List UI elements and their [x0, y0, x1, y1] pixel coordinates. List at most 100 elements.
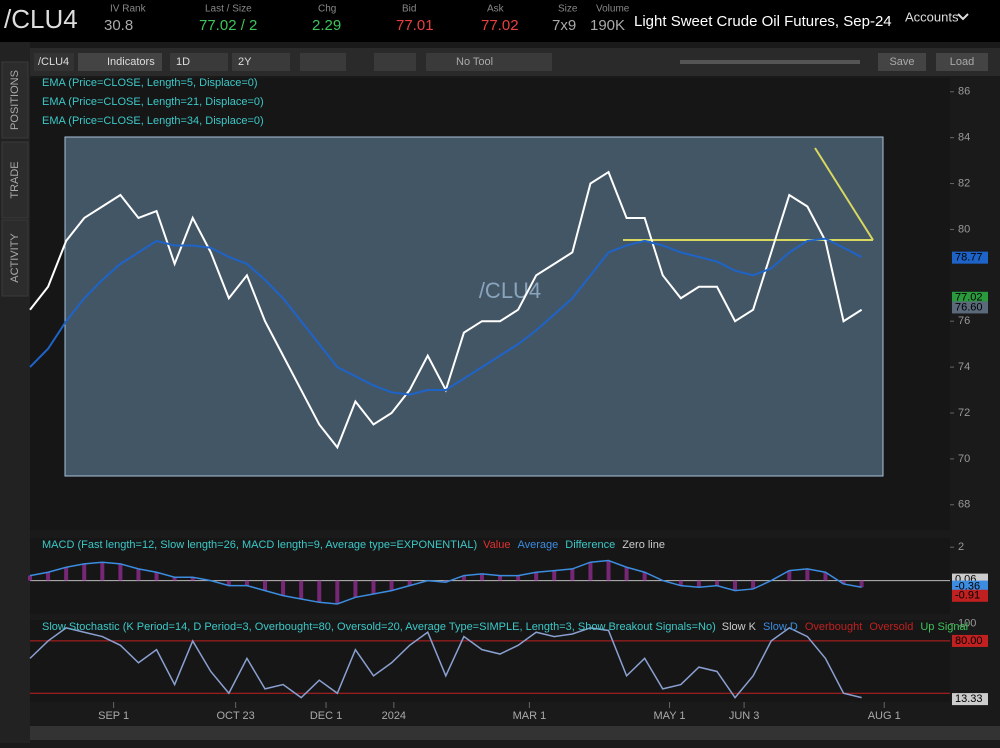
x-tick-label: DEC 1 [310, 710, 342, 722]
field-label: Volume [596, 4, 630, 15]
field-value: 77.02 / 2 [199, 17, 257, 34]
description: Light Sweet Crude Oil Futures, Sep-24 [634, 13, 892, 30]
histogram-bar [461, 575, 466, 581]
field-value: 2.29 [312, 17, 341, 34]
period-select[interactable] [232, 53, 290, 71]
zoom-slider[interactable] [680, 60, 860, 64]
histogram-bar [281, 580, 286, 596]
field-value: 77.02 [481, 17, 519, 34]
y-tick-label: 2 [958, 541, 964, 553]
symbol-box[interactable] [34, 53, 74, 71]
field-value: 190K [590, 17, 625, 34]
price-tag-label: -0.91 [955, 590, 980, 602]
histogram-bar [751, 580, 756, 589]
legend-label: Slow K [722, 621, 757, 633]
histogram-bar [46, 572, 51, 581]
y-tick-label: 68 [958, 499, 970, 511]
aggregation: 1D [176, 56, 190, 68]
histogram-bar [407, 580, 412, 586]
x-tick-label: AUG 1 [868, 710, 901, 722]
study-label: EMA (Price=CLOSE, Length=21, Displace=0) [42, 96, 264, 108]
histogram-bar [118, 563, 123, 581]
study-label: MACD (Fast length=12, Slow length=26, MA… [42, 539, 477, 551]
histogram-bar [244, 580, 249, 586]
histogram-bar [498, 575, 503, 581]
histogram-bar [172, 577, 177, 581]
histogram-bar [136, 568, 141, 581]
legend-label: Overbought [805, 621, 862, 633]
price-tag-label: 13.33 [955, 693, 983, 705]
histogram-bar [299, 580, 304, 599]
price-tag [952, 251, 988, 264]
histogram-bar [353, 580, 358, 598]
histogram-bar [696, 580, 701, 588]
histogram-bar [100, 562, 105, 581]
histogram-bar [516, 575, 521, 581]
sidebar-tab-label: TRADE [9, 161, 21, 198]
histogram-bar [678, 580, 683, 586]
sidebar-tab[interactable] [1, 219, 29, 297]
sidebar-tab[interactable] [1, 141, 29, 219]
histogram-bar [841, 580, 846, 584]
price-tag-label: 77.02 [955, 292, 983, 304]
histogram-bar [733, 580, 738, 591]
x-tick-label: SEP 1 [98, 710, 129, 722]
price-line [29, 237, 863, 396]
x-tick-label: JUN 3 [729, 710, 760, 722]
drawing-line [814, 147, 874, 241]
histogram-bar [642, 572, 647, 581]
field-label: Chg [318, 4, 336, 15]
y-tick-label: 84 [958, 132, 970, 144]
legend-label: Average [517, 539, 558, 551]
drawing-select[interactable] [374, 53, 416, 71]
aggregation-select[interactable] [170, 53, 228, 71]
header-bar [0, 0, 1000, 42]
histogram-bar [443, 580, 448, 583]
indicators-label: Indicators [107, 56, 155, 68]
field-label: Size [558, 4, 578, 15]
histogram-bar [805, 568, 810, 581]
histogram-bar [335, 580, 340, 604]
price-tag [952, 693, 988, 706]
style-select[interactable] [300, 53, 346, 71]
price-tag [952, 301, 988, 314]
scrollbar[interactable] [30, 726, 1000, 740]
indicators-button[interactable] [78, 53, 162, 71]
y-tick-label: 82 [958, 177, 970, 189]
x-tick-label: MAY 1 [654, 710, 686, 722]
stoch-panel [30, 620, 950, 702]
histogram-bar [606, 560, 611, 581]
study-label: Slow Stochastic (K Period=14, D Period=3… [42, 621, 716, 633]
save: Save [889, 56, 914, 68]
study-label: EMA (Price=CLOSE, Length=5, Displace=0) [42, 77, 258, 89]
field-label: IV Rank [110, 4, 147, 15]
histogram-bar [64, 567, 69, 581]
sidebar-tab[interactable] [1, 61, 29, 139]
histogram-bar [82, 563, 87, 581]
field-label: Ask [487, 4, 505, 15]
histogram-bar [624, 567, 629, 581]
load-button[interactable] [936, 53, 988, 71]
histogram-bar [714, 580, 719, 586]
histogram-bar [317, 580, 322, 603]
price-tag [952, 634, 988, 647]
save-button[interactable] [878, 53, 926, 71]
load: Load [950, 56, 974, 68]
watermark: /CLU4 [479, 278, 541, 303]
histogram-bar [28, 575, 32, 581]
price-tag-label: 78.77 [955, 252, 983, 264]
histogram-bar [787, 570, 792, 581]
price-tag [952, 580, 988, 593]
y-tick-label: 74 [958, 361, 970, 373]
price-tag [952, 589, 988, 602]
accounts-button[interactable]: Accounts [905, 9, 959, 24]
histogram-bar [389, 580, 394, 591]
histogram-bar [226, 580, 231, 586]
histogram-bar [154, 572, 159, 581]
legend-label: Zero line [622, 539, 665, 551]
tool-select[interactable] [426, 53, 552, 71]
field-value: 7x9 [552, 17, 576, 34]
field-value: 30.8 [104, 17, 133, 34]
macd-panel [30, 538, 950, 614]
